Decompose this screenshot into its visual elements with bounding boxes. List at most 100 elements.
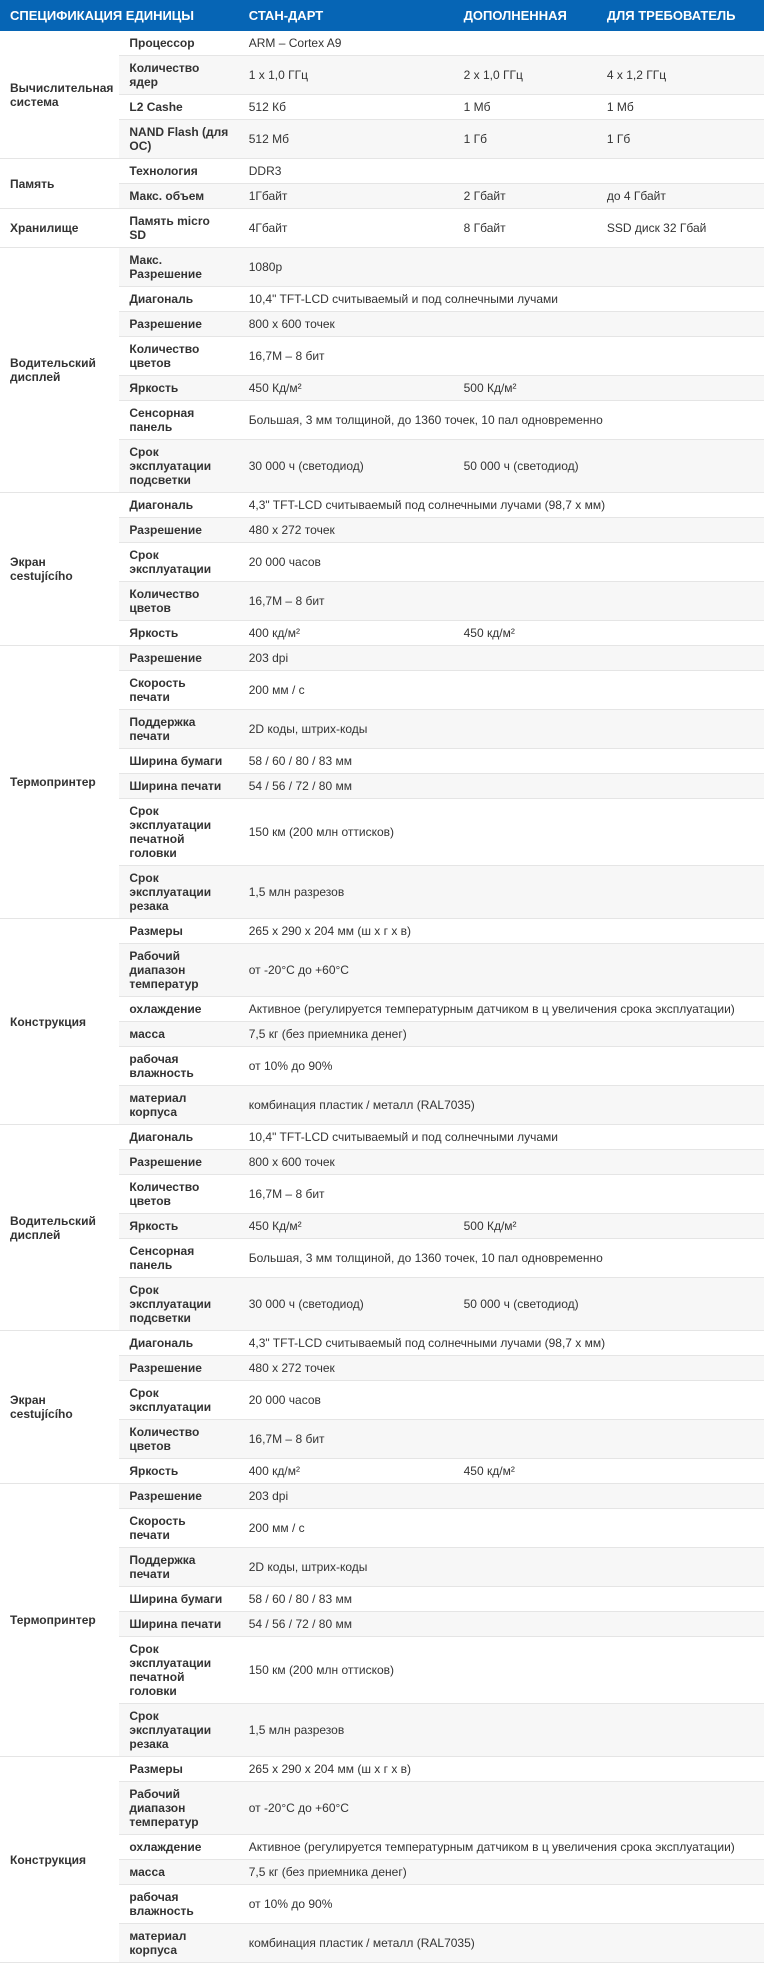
group-label: Термопринтер	[0, 1484, 119, 1757]
spec-value: 1,5 млн разрезов	[239, 866, 764, 919]
spec-value: 480 x 272 точек	[239, 1356, 764, 1381]
spec-label: Срок эксплуатации	[119, 1381, 238, 1420]
spec-value: 480 x 272 точек	[239, 518, 764, 543]
spec-label: Срок эксплуатации печатной головки	[119, 1637, 238, 1704]
spec-value: 1 Гб	[454, 120, 597, 159]
table-row: Экран cestujícíhoДиагональ4,3" TFT-LCD с…	[0, 493, 764, 518]
table-row: ТермопринтерРазрешение203 dpi	[0, 646, 764, 671]
spec-value: 7,5 кг (без приемника денег)	[239, 1022, 764, 1047]
spec-label: Яркость	[119, 1459, 238, 1484]
spec-label: Количество цветов	[119, 337, 238, 376]
spec-value: 50 000 ч (светодиод)	[454, 1278, 597, 1331]
spec-value	[597, 1278, 764, 1331]
spec-label: Скорость печати	[119, 1509, 238, 1548]
table-row: КонструкцияРазмеры265 x 290 x 204 мм (ш …	[0, 919, 764, 944]
table-row: Водительский дисплейДиагональ10,4" TFT-L…	[0, 1125, 764, 1150]
table-row: Вычислительная системаПроцессорARM – Cor…	[0, 31, 764, 56]
spec-label: NAND Flash (для ОС)	[119, 120, 238, 159]
spec-table-header: СПЕЦИФИКАЦИЯ ЕДИНИЦЫ СТАН-ДАРТ ДОПОЛНЕНН…	[0, 0, 764, 31]
spec-label: охлаждение	[119, 1835, 238, 1860]
spec-value: 512 Мб	[239, 120, 454, 159]
spec-label: Сенсорная панель	[119, 401, 238, 440]
spec-label: Ширина печати	[119, 1612, 238, 1637]
spec-label: Количество цветов	[119, 582, 238, 621]
spec-value: 203 dpi	[239, 646, 764, 671]
spec-value: от 10% до 90%	[239, 1885, 764, 1924]
spec-value: Большая, 3 мм толщиной, до 1360 точек, 1…	[239, 1239, 764, 1278]
group-label: Экран cestujícího	[0, 493, 119, 646]
spec-label: Диагональ	[119, 1331, 238, 1356]
spec-value: 54 / 56 / 72 / 80 мм	[239, 774, 764, 799]
spec-value: 265 x 290 x 204 мм (ш x г x в)	[239, 919, 764, 944]
spec-value: 200 мм / с	[239, 671, 764, 710]
spec-value: 16,7M – 8 бит	[239, 1420, 764, 1459]
spec-value: до 4 Гбайт	[597, 184, 764, 209]
spec-label: Количество цветов	[119, 1420, 238, 1459]
spec-value: 4Гбайт	[239, 209, 454, 248]
spec-value: 4 x 1,2 ГГц	[597, 56, 764, 95]
spec-label: Скорость печати	[119, 671, 238, 710]
spec-label: Макс. объем	[119, 184, 238, 209]
spec-label: Диагональ	[119, 287, 238, 312]
spec-value: 450 кд/м²	[454, 621, 597, 646]
spec-label: Поддержка печати	[119, 710, 238, 749]
spec-value: комбинация пластик / металл (RAL7035)	[239, 1924, 764, 1963]
spec-value: 50 000 ч (светодиод)	[454, 440, 597, 493]
spec-label: Размеры	[119, 1757, 238, 1782]
spec-value: 1080p	[239, 248, 764, 287]
spec-value: 2 x 1,0 ГГц	[454, 56, 597, 95]
spec-value: 400 кд/м²	[239, 1459, 454, 1484]
spec-value	[597, 1214, 764, 1239]
spec-value: 4,3" TFT-LCD считываемый под солнечными …	[239, 493, 764, 518]
spec-label: рабочая влажность	[119, 1885, 238, 1924]
table-row: ХранилищеПамять micro SD4Гбайт8 ГбайтSSD…	[0, 209, 764, 248]
spec-label: Разрешение	[119, 1356, 238, 1381]
spec-value	[597, 440, 764, 493]
spec-value: 54 / 56 / 72 / 80 мм	[239, 1612, 764, 1637]
spec-label: Процессор	[119, 31, 238, 56]
spec-label: Срок эксплуатации резака	[119, 1704, 238, 1757]
spec-value: SSD диск 32 Гбай	[597, 209, 764, 248]
spec-value: 203 dpi	[239, 1484, 764, 1509]
spec-value: 16,7M – 8 бит	[239, 337, 764, 376]
spec-value: от -20°C до +60°C	[239, 944, 764, 997]
spec-value: 10,4" TFT-LCD считываемый и под солнечны…	[239, 1125, 764, 1150]
spec-value: 16,7M – 8 бит	[239, 1175, 764, 1214]
group-label: Экран cestujícího	[0, 1331, 119, 1484]
spec-value: 1,5 млн разрезов	[239, 1704, 764, 1757]
spec-value: 800 x 600 точек	[239, 312, 764, 337]
spec-value: 150 км (200 млн оттисков)	[239, 799, 764, 866]
spec-value: 8 Гбайт	[454, 209, 597, 248]
spec-label: Количество ядер	[119, 56, 238, 95]
spec-label: Ширина печати	[119, 774, 238, 799]
spec-value: 2 Гбайт	[454, 184, 597, 209]
spec-value: 1Гбайт	[239, 184, 454, 209]
spec-label: Технология	[119, 159, 238, 184]
spec-label: рабочая влажность	[119, 1047, 238, 1086]
spec-value: 10,4" TFT-LCD считываемый и под солнечны…	[239, 287, 764, 312]
spec-label: Макс. Разрешение	[119, 248, 238, 287]
spec-value: DDR3	[239, 159, 764, 184]
spec-value: 16,7M – 8 бит	[239, 582, 764, 621]
spec-label: Ширина бумаги	[119, 1587, 238, 1612]
spec-label: масса	[119, 1860, 238, 1885]
spec-value: Активное (регулируется температурным дат…	[239, 997, 764, 1022]
spec-label: Разрешение	[119, 1484, 238, 1509]
spec-label: Разрешение	[119, 312, 238, 337]
group-label: Память	[0, 159, 119, 209]
spec-value: 500 Кд/м²	[454, 1214, 597, 1239]
spec-table: СПЕЦИФИКАЦИЯ ЕДИНИЦЫ СТАН-ДАРТ ДОПОЛНЕНН…	[0, 0, 764, 1963]
spec-value: 1 Мб	[454, 95, 597, 120]
group-label: Конструкция	[0, 1757, 119, 1963]
spec-value: 450 Кд/м²	[239, 1214, 454, 1239]
header-col4: ДЛЯ ТРЕБОВАТЕЛЬ	[597, 0, 764, 31]
spec-label: Ширина бумаги	[119, 749, 238, 774]
spec-label: материал корпуса	[119, 1086, 238, 1125]
spec-label: материал корпуса	[119, 1924, 238, 1963]
spec-label: Срок эксплуатации резака	[119, 866, 238, 919]
spec-value: 400 кд/м²	[239, 621, 454, 646]
group-label: Конструкция	[0, 919, 119, 1125]
spec-value: 1 Гб	[597, 120, 764, 159]
spec-value: 1 x 1,0 ГГц	[239, 56, 454, 95]
spec-label: масса	[119, 1022, 238, 1047]
